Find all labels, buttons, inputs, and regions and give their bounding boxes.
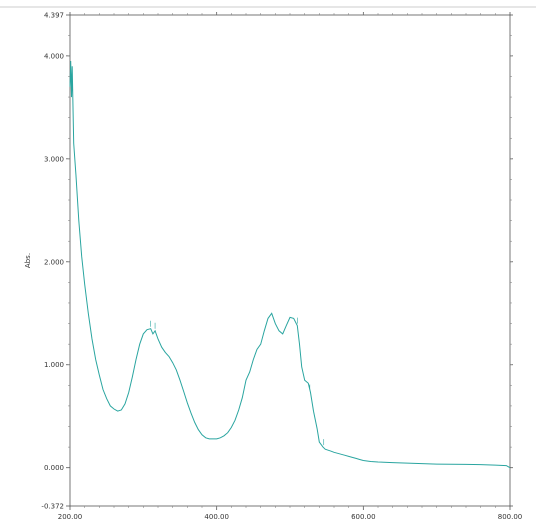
x-axis-ticks: 200.00 400.00 600.00 800.00	[58, 12, 523, 521]
y-tick-label: 2.000	[44, 258, 64, 266]
x-tick-label: 200.00	[58, 513, 83, 521]
y-axis-title: Abs.	[24, 253, 32, 268]
y-axis-ticks: 4.397 4.000 3.000 2.000 1.000 0.000 -0.372	[41, 12, 513, 511]
peak-markers	[150, 317, 325, 446]
x-tick-label: 800.00	[498, 513, 523, 521]
plot-frame	[69, 14, 511, 507]
y-tick-label: 4.397	[44, 12, 64, 20]
absorbance-series-line	[69, 60, 511, 469]
y-tick-label: 3.000	[44, 155, 64, 163]
y-tick-label: 0.000	[44, 464, 64, 472]
y-tick-label: 4.000	[44, 52, 64, 60]
x-tick-label: 400.00	[204, 513, 229, 521]
y-tick-label: 1.000	[44, 361, 64, 369]
y-tick-label: -0.372	[41, 503, 64, 511]
x-tick-label: 600.00	[351, 513, 376, 521]
